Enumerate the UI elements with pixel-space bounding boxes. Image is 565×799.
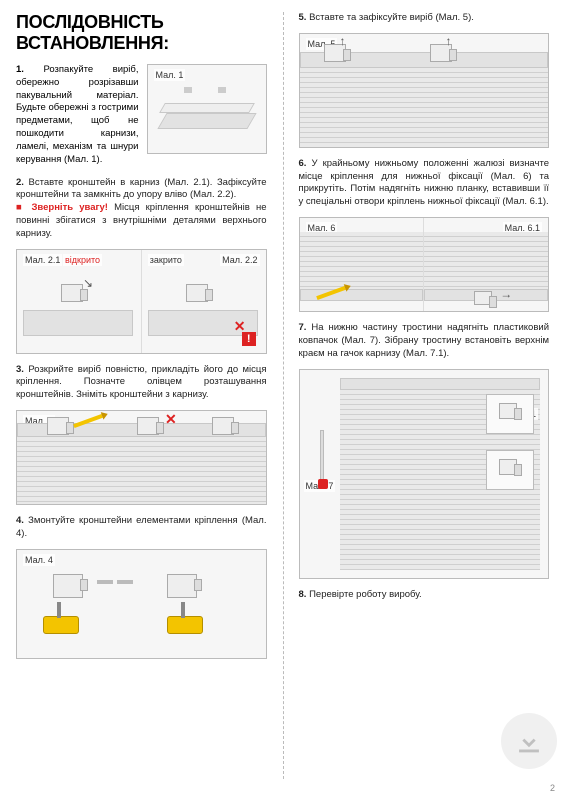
step-3-body: Розкрийте виріб повністю, прикладіть йог… [16, 364, 267, 401]
figure-2-right: закрито Мал. 2.2 ✕ ! [142, 250, 266, 353]
download-watermark-icon [501, 713, 557, 769]
figure-1-illustration [148, 65, 266, 153]
step-1: 1. Розпакуйте виріб, обережно розрізавши… [16, 64, 267, 167]
step-4-num: 4. [16, 515, 24, 526]
figure-4-illustration [17, 550, 266, 658]
step-6: 6. У крайньому нижньому положенні жалюзі… [299, 158, 550, 209]
figure-6-left: Мал. 6 [300, 218, 425, 311]
figure-6: Мал. 6 Мал. 6.1 → [299, 217, 550, 312]
figure-2-open-label: відкрито [63, 254, 102, 266]
step-6-num: 6. [299, 158, 307, 169]
step-2-warn-prefix: ■ Зверніть увагу! [16, 202, 108, 213]
figure-2-closed-label: закрито [148, 254, 184, 266]
step-5: 5. Вставте та зафіксуйте виріб (Мал. 5). [299, 12, 550, 25]
step-3-num: 3. [16, 364, 24, 375]
step-1-num: 1. [16, 64, 24, 75]
figure-2-1-label: Мал. 2.1 [23, 254, 62, 266]
page-title: ПОСЛІДОВНІСТЬ ВСТАНОВЛЕННЯ: [16, 12, 267, 54]
figure-1: Мал. 1 [147, 64, 267, 154]
step-8-num: 8. [299, 589, 307, 600]
right-column: 5. Вставте та зафіксуйте виріб (Мал. 5).… [283, 0, 565, 799]
step-3: 3. Розкрийте виріб повністю, прикладіть … [16, 364, 267, 402]
page: ПОСЛІДОВНІСТЬ ВСТАНОВЛЕННЯ: 1. Розпакуйт… [0, 0, 565, 799]
page-number: 2 [550, 783, 555, 793]
step-6-body: У крайньому нижньому положенні жалюзі ви… [299, 158, 550, 207]
step-2-num: 2. [16, 177, 24, 188]
figure-3-illustration: ✕ [17, 411, 266, 504]
drill-icon [43, 616, 79, 634]
figure-5: Мал. 5 ↑ ↑ [299, 33, 550, 148]
figure-2: Мал. 2.1 відкрито ↘ закрито Мал. 2.2 ✕ ! [16, 249, 267, 354]
step-7: 7. На нижню частину тростини надягніть п… [299, 322, 550, 360]
left-column: ПОСЛІДОВНІСТЬ ВСТАНОВЛЕННЯ: 1. Розпакуйт… [0, 0, 283, 799]
figure-3: Мал. 3 ✕ [16, 410, 267, 505]
step-7-body: На нижню частину тростини надягніть плас… [299, 322, 550, 359]
step-2: 2. Вставте кронштейн в карниз (Мал. 2.1)… [16, 177, 267, 241]
step-4-body: Змонтуйте кронштейни елементами кріпленн… [16, 515, 267, 539]
step-5-body: Вставте та зафіксуйте виріб (Мал. 5). [309, 12, 474, 23]
figure-7-illustration: Мал. 7.1 Мал. 7 [300, 370, 549, 578]
step-1-text: 1. Розпакуйте виріб, обережно розрізавши… [16, 64, 139, 167]
figure-2-2-label: Мал. 2.2 [220, 254, 259, 266]
drill-icon [167, 616, 203, 634]
wand-icon [320, 430, 324, 480]
warning-icon: ! [242, 332, 256, 346]
figure-5-illustration: ↑ ↑ [300, 34, 549, 147]
x-mark-icon: ✕ [165, 411, 177, 428]
figure-2-left: Мал. 2.1 відкрито ↘ [17, 250, 142, 353]
step-1-body: Розпакуйте виріб, обережно розрізавши па… [16, 64, 139, 165]
step-4: 4. Змонтуйте кронштейни елементами кріпл… [16, 515, 267, 541]
figure-7: Мал. 7.1 Мал. 7 [299, 369, 550, 579]
figure-6-right: Мал. 6.1 → [424, 218, 548, 311]
step-8-body: Перевірте роботу виробу. [309, 589, 422, 600]
step-8: 8. Перевірте роботу виробу. [299, 589, 550, 602]
figure-4: Мал. 4 [16, 549, 267, 659]
step-2-body: Вставте кронштейн в карниз (Мал. 2.1). З… [16, 177, 267, 201]
step-5-num: 5. [299, 12, 307, 23]
step-7-num: 7. [299, 322, 307, 333]
